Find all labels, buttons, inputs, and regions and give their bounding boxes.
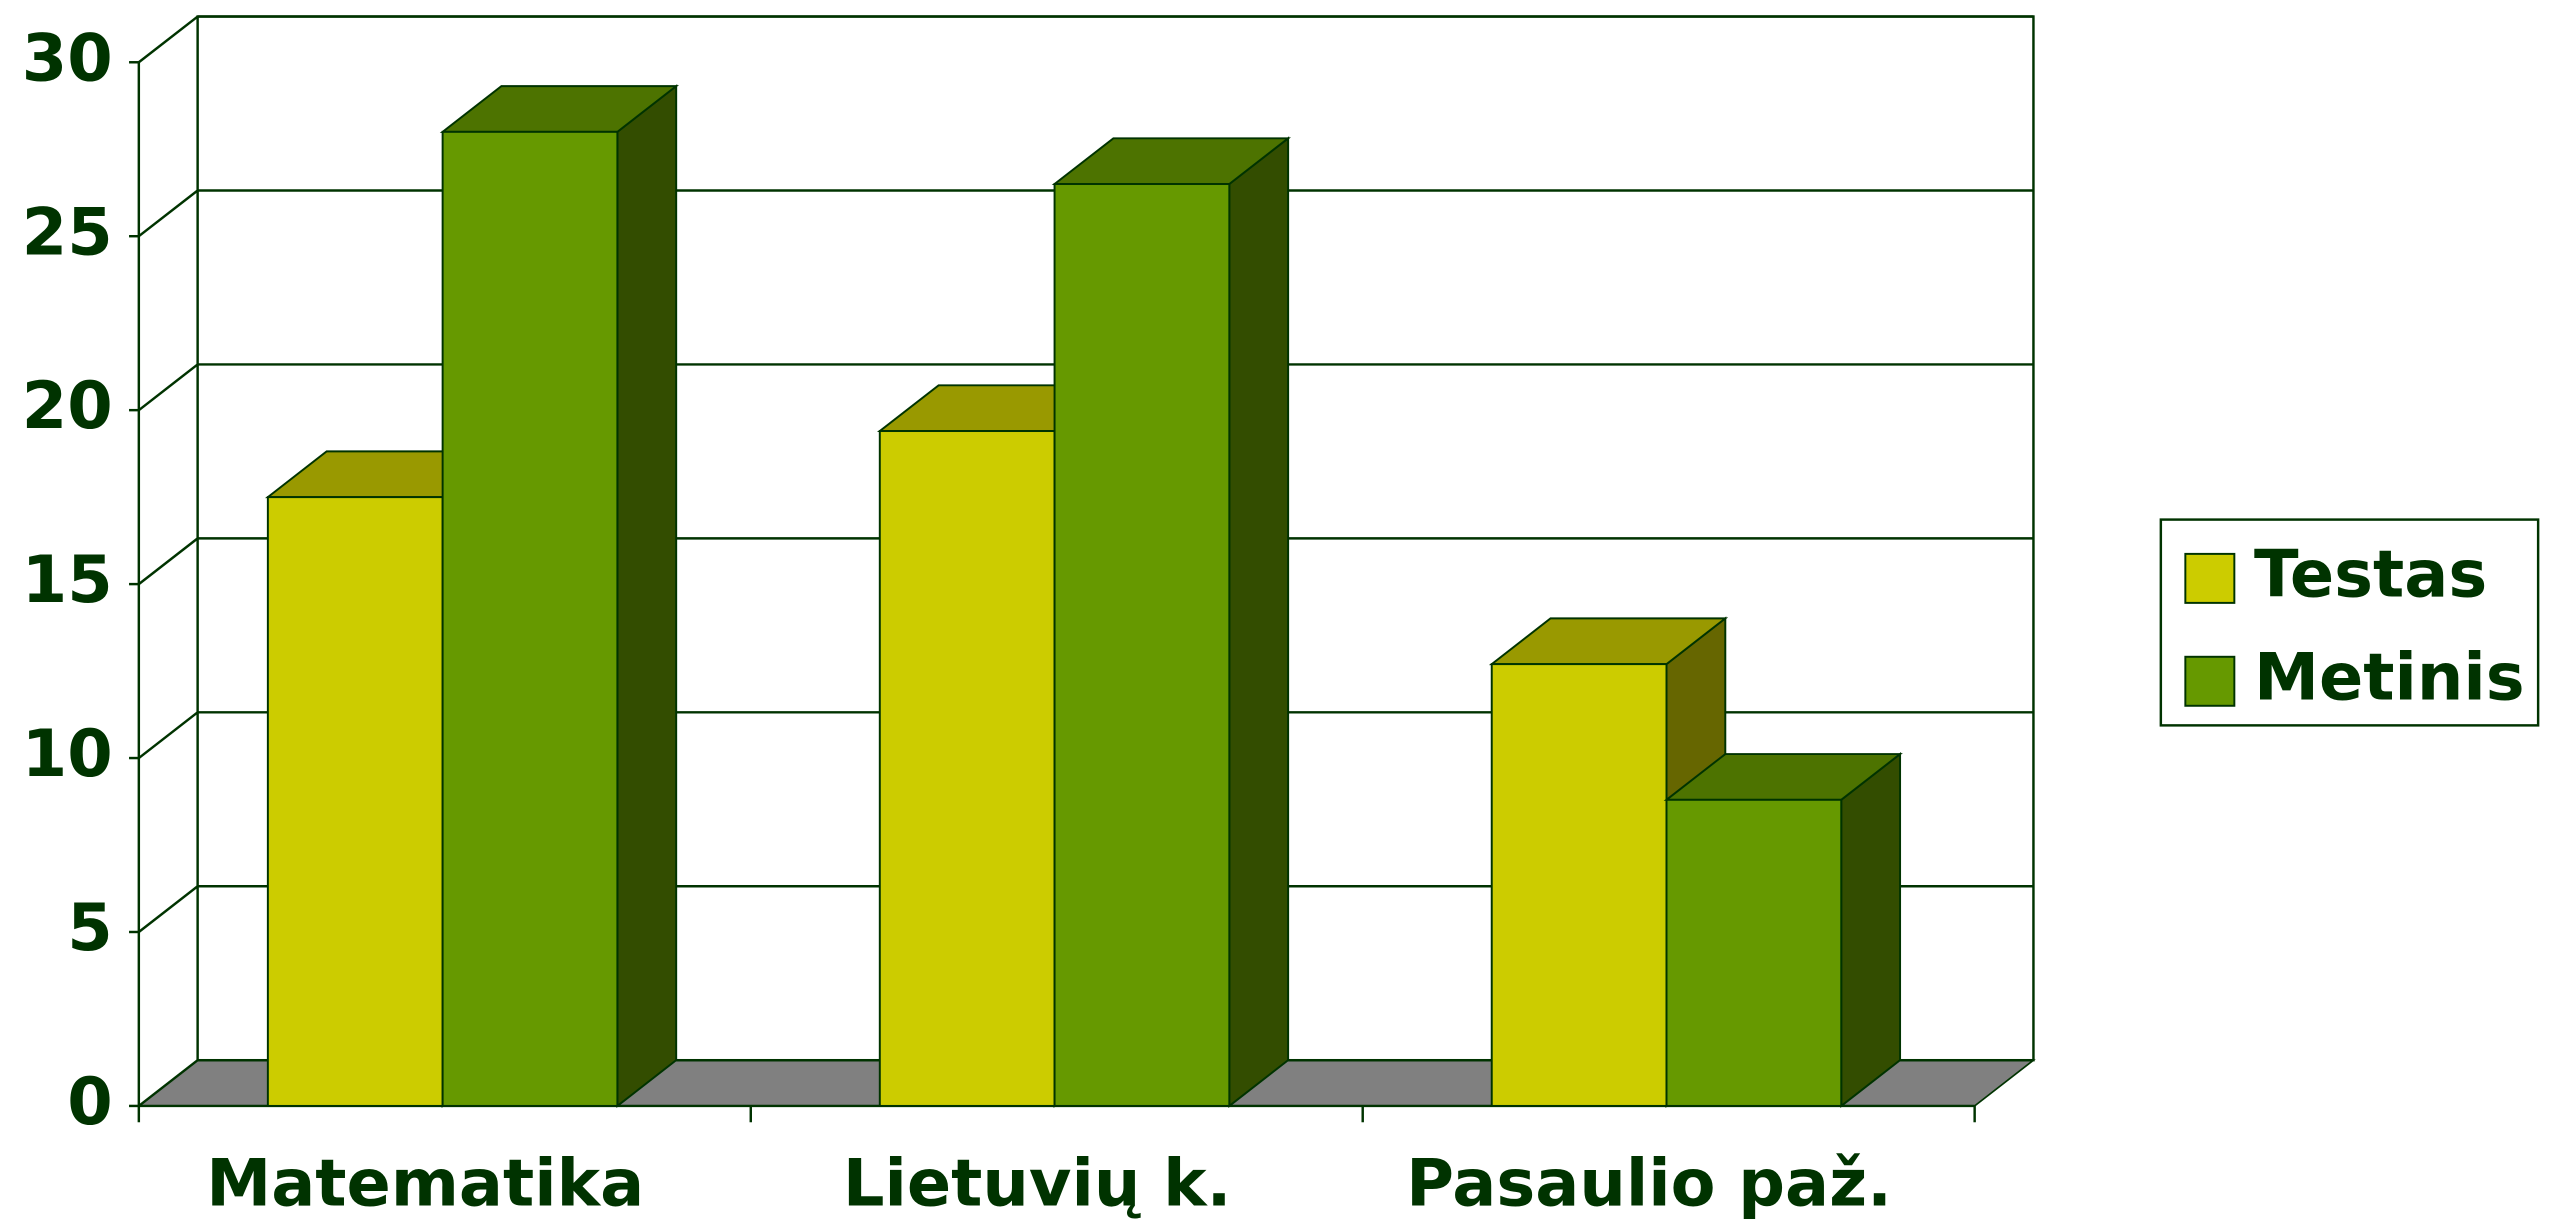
bar — [439, 84, 680, 1108]
bar-front — [878, 430, 1056, 1107]
y-tick-label: 15 — [22, 542, 113, 618]
bar-side — [1840, 752, 1902, 1108]
grid-line — [138, 1059, 199, 1107]
x-tick-label: Lietuvių k. — [843, 1146, 1232, 1222]
y-tick-label: 0 — [67, 1064, 112, 1140]
bar-front — [441, 130, 619, 1107]
bar-side — [616, 84, 678, 1108]
bar-front — [1665, 798, 1843, 1107]
y-tick-label: 20 — [22, 368, 113, 444]
y-tick-label: 30 — [22, 20, 113, 96]
bar — [1663, 752, 1903, 1108]
legend-label: Metinis — [2254, 639, 2525, 715]
y-tick-label: 10 — [22, 716, 113, 792]
bar-front — [1053, 183, 1231, 1107]
bar — [1051, 136, 1291, 1108]
x-tick-label: Matematika — [206, 1146, 644, 1222]
grid-line — [138, 885, 199, 933]
legend-swatch — [2184, 552, 2236, 604]
legend: Testas Metinis — [2159, 518, 2540, 727]
bar-side — [1228, 136, 1290, 1108]
grid-line — [138, 189, 199, 238]
bar-front — [266, 496, 444, 1107]
y-tick-label: 25 — [22, 194, 113, 270]
bar-front — [1490, 663, 1668, 1107]
legend-label: Testas — [2254, 536, 2487, 612]
grid-line — [138, 15, 199, 64]
x-tick-label: Pasaulio paž. — [1406, 1146, 1892, 1222]
grid-line — [138, 537, 199, 586]
grid-line — [138, 363, 199, 412]
legend-swatch — [2184, 655, 2236, 707]
y-tick-label: 5 — [67, 890, 112, 966]
grid-line — [138, 711, 199, 760]
